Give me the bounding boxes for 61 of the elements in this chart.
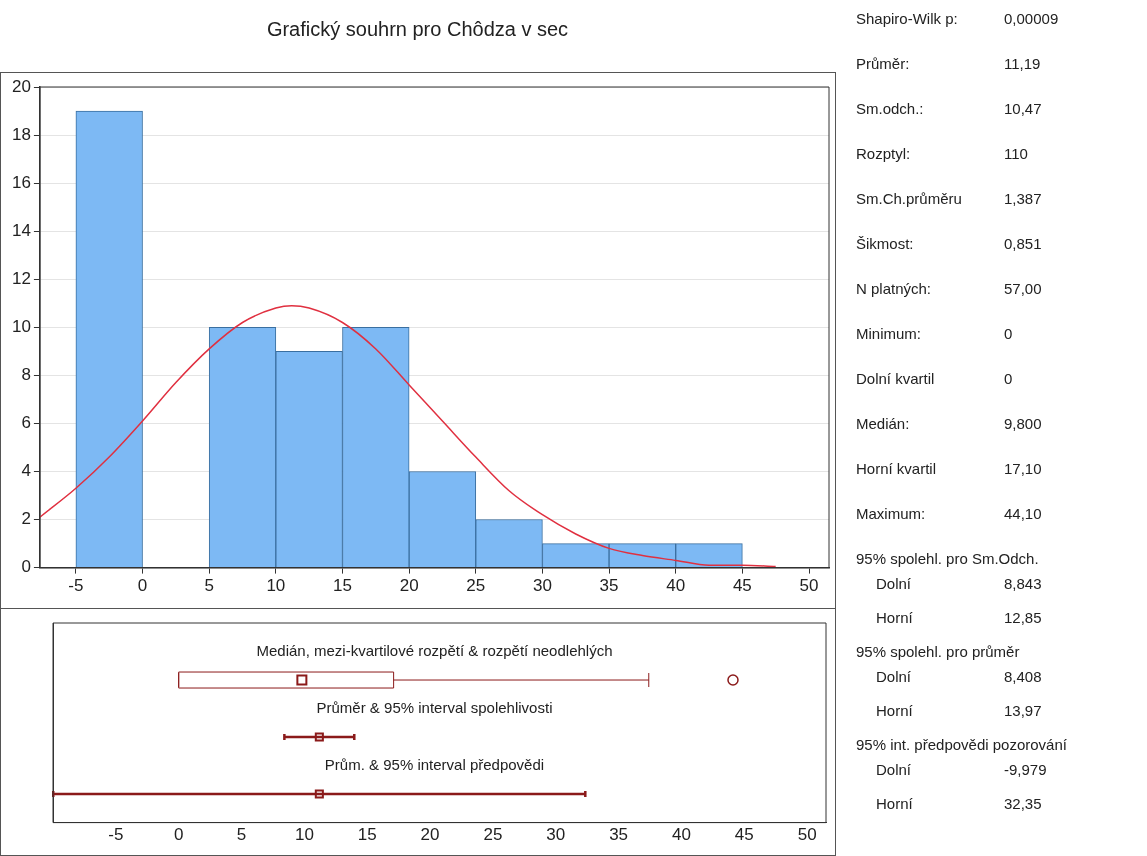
x-tick-label: 30 bbox=[546, 825, 566, 845]
text: Rozptyl: 110 bbox=[856, 145, 1028, 162]
text: 95% spolehl. pro Sm.Odch. bbox=[856, 550, 1039, 567]
x-tick-label: 0 bbox=[137, 576, 148, 596]
text: Medián: 9,800 bbox=[856, 415, 1042, 432]
x-tick-label: 25 bbox=[483, 825, 503, 845]
y-tick-label: 8 bbox=[21, 365, 31, 385]
text: Dolní 8,843 bbox=[876, 575, 1042, 592]
x-tick-label: 30 bbox=[532, 576, 552, 596]
x-tick-label: 25 bbox=[466, 576, 486, 596]
x-tick-label: -5 bbox=[108, 825, 124, 845]
y-tick-label: 6 bbox=[21, 413, 31, 433]
chart-title: Grafický souhrn pro Chôdza v sec bbox=[265, 18, 570, 41]
y-tick-label: 2 bbox=[21, 509, 31, 529]
line-series bbox=[39, 304, 777, 568]
x-tick-label: 5 bbox=[236, 825, 247, 845]
annotation: Průměr & 95% interval spolehlivosti bbox=[316, 698, 553, 716]
text: Horní 32,35 bbox=[876, 795, 1042, 812]
x-tick-label: 40 bbox=[666, 576, 686, 596]
x-tick-label: 0 bbox=[173, 825, 184, 845]
text: Maximum: 44,10 bbox=[856, 505, 1042, 522]
x-tick-label: 35 bbox=[609, 825, 629, 845]
annotation: Prům. & 95% interval předpovědi bbox=[324, 755, 545, 773]
x-tick-label: 35 bbox=[599, 576, 619, 596]
x-tick-label: 45 bbox=[732, 576, 752, 596]
text: Šikmost: 0,851 bbox=[856, 235, 1042, 252]
x-tick-label: 50 bbox=[797, 825, 817, 845]
x-tick-label: 50 bbox=[799, 576, 819, 596]
annotation: Medián, mezi-kvartilové rozpětí & rozpětí neodlehlých bbox=[256, 641, 613, 659]
x-tick-label: 15 bbox=[357, 825, 377, 845]
text: 95% spolehl. pro průměr bbox=[856, 643, 1020, 660]
x-tick-label: 45 bbox=[734, 825, 754, 845]
text: Horní 12,85 bbox=[876, 609, 1042, 626]
x-tick-label: 20 bbox=[420, 825, 440, 845]
text: Dolní -9,979 bbox=[876, 761, 1047, 778]
text: Horní kvartil 17,10 bbox=[856, 460, 1042, 477]
x-tick-label: -5 bbox=[68, 576, 84, 596]
text: N platných: 57,00 bbox=[856, 280, 1042, 297]
text: Horní 13,97 bbox=[876, 702, 1042, 719]
text: Sm.odch.: 10,47 bbox=[856, 100, 1042, 117]
x-tick-label: 5 bbox=[204, 576, 214, 596]
text: 95% int. předpovědi pozorování bbox=[856, 736, 1067, 753]
x-tick-label: 40 bbox=[671, 825, 691, 845]
y-tick-label: 14 bbox=[11, 220, 31, 240]
text: Dolní 8,408 bbox=[876, 668, 1042, 685]
x-tick-label: 10 bbox=[294, 825, 314, 845]
text: Sm.Ch.průměru 1,387 bbox=[856, 190, 1042, 207]
x-tick-label: 10 bbox=[266, 576, 286, 596]
x-tick-label: 20 bbox=[399, 576, 419, 596]
y-tick-label: 16 bbox=[11, 172, 31, 192]
text: Shapiro-Wilk p: 0,00009 bbox=[856, 10, 1059, 27]
y-tick-label: 4 bbox=[21, 461, 31, 481]
x-tick-label: 15 bbox=[333, 576, 352, 596]
y-tick-label: 10 bbox=[11, 316, 31, 336]
text: Průměr: 11,19 bbox=[856, 55, 1041, 72]
text: Dolní kvartil 0 bbox=[856, 370, 1013, 387]
y-tick-label: 12 bbox=[11, 268, 31, 288]
y-tick-label: 20 bbox=[11, 76, 31, 96]
y-tick-label: 0 bbox=[21, 557, 31, 577]
y-tick-label: 18 bbox=[11, 124, 31, 144]
text: Minimum: 0 bbox=[856, 325, 1013, 342]
